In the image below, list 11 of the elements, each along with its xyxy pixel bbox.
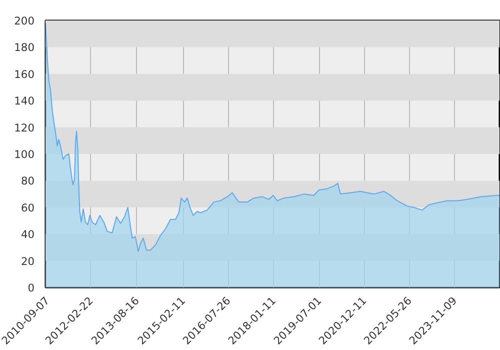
y-tick-label: 80 bbox=[20, 174, 35, 188]
y-tick-label: 200 bbox=[14, 14, 35, 28]
y-tick-label: 20 bbox=[20, 254, 35, 268]
y-tick-label: 60 bbox=[20, 201, 35, 214]
y-tick-label: 0 bbox=[28, 282, 35, 294]
y-tick-label: 140 bbox=[14, 94, 35, 108]
y-tick-label: 100 bbox=[14, 148, 35, 161]
y-tick-label: 160 bbox=[14, 68, 35, 81]
y-tick-label: 40 bbox=[20, 228, 35, 242]
y-tick-label: 120 bbox=[14, 121, 35, 134]
y-tick-label: 180 bbox=[14, 41, 35, 54]
